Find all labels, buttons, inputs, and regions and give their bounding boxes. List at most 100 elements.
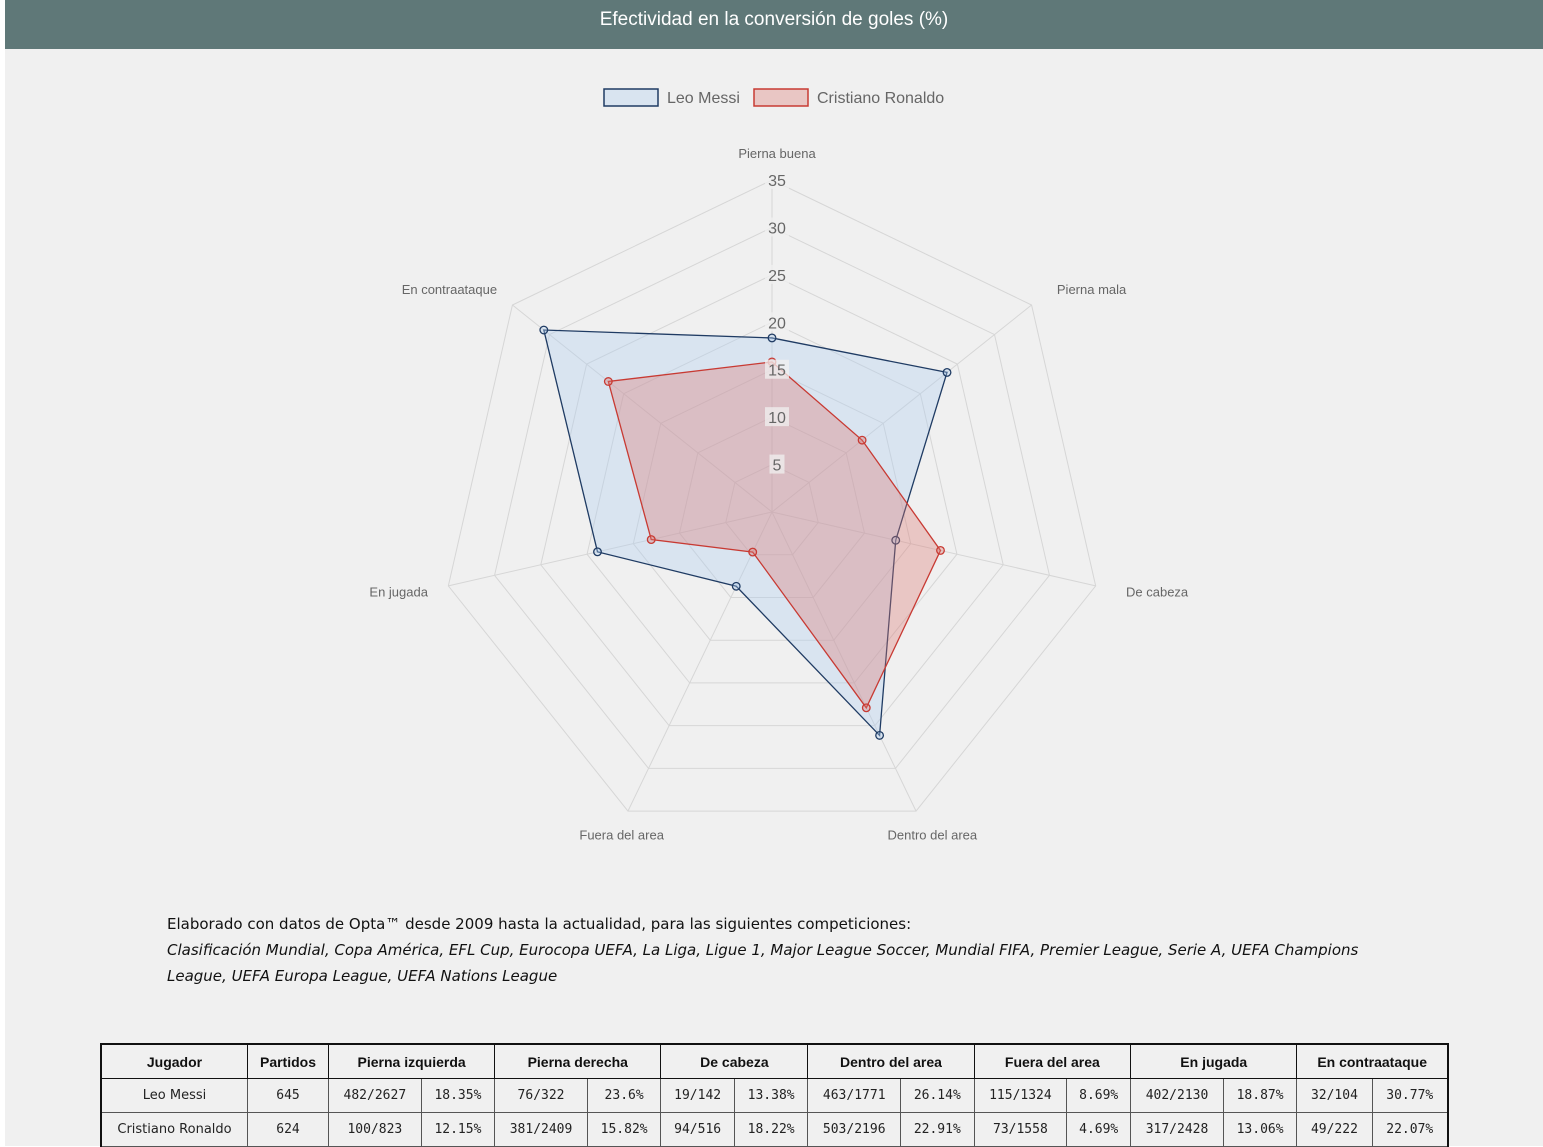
matches: 624 [247, 1112, 329, 1147]
legend-swatch [753, 88, 809, 107]
grid-ring [447, 179, 1097, 812]
note-intro: Elaborado con datos de Opta™ desde 2009 … [167, 915, 912, 933]
axis-label: Dentro del area [888, 828, 978, 843]
axis-spoke [448, 511, 773, 587]
svg-text:20: 20 [768, 315, 786, 332]
table-cell: 18.87% [1222, 1078, 1298, 1113]
table-cell: 12.15% [420, 1112, 496, 1147]
legend-item[interactable]: Leo Messi [603, 88, 740, 107]
note-competitions: Clasificación Mundial, Copa América, EFL… [167, 941, 1359, 985]
grid-ring [632, 369, 912, 641]
table-cell: 26.14% [900, 1078, 975, 1113]
table-cell: 381/2409 [494, 1112, 588, 1147]
legend-swatch [603, 88, 659, 107]
svg-text:15: 15 [768, 363, 786, 380]
table-cell: 503/2196 [807, 1112, 902, 1147]
data-point[interactable] [875, 730, 885, 740]
table-cell: 76/322 [494, 1078, 588, 1113]
data-point[interactable] [861, 703, 871, 713]
data-point[interactable] [942, 367, 952, 377]
data-point[interactable] [857, 435, 867, 445]
series-layer [539, 325, 952, 740]
data-point[interactable] [891, 535, 901, 545]
tick-label: 25 [765, 264, 789, 285]
col-pierna-izquierda: Pierna izquierda [327, 1043, 496, 1079]
table-cell: 49/222 [1296, 1112, 1373, 1147]
axis-spoke [771, 511, 917, 812]
radar-chart: Leo Messi Cristiano Ronaldo 5 10 15 20 25 30 35… [369, 88, 1189, 843]
table-cell: 73/1558 [973, 1112, 1068, 1147]
player-name: Cristiano Ronaldo [100, 1112, 248, 1147]
svg-text:5: 5 [773, 458, 782, 475]
series-area [607, 361, 942, 710]
tick-label: 20 [765, 312, 789, 332]
svg-text:25: 25 [768, 268, 786, 285]
player-name: Leo Messi [100, 1078, 248, 1113]
chart-panel: Efectividad en la conversión de goles (%… [5, 0, 1543, 1147]
table-cell: 13.38% [733, 1078, 809, 1113]
data-point[interactable] [936, 546, 945, 555]
table-cell: 32/104 [1296, 1078, 1373, 1113]
table-cell: 19/142 [660, 1078, 735, 1113]
radial-ticks: 5 10 15 20 25 30 35 [765, 170, 789, 475]
legend-label: Cristiano Ronaldo [817, 90, 944, 107]
legend-item[interactable]: Cristiano Ronaldo [753, 88, 944, 107]
tick-label: 30 [765, 217, 789, 237]
grid-ring [586, 321, 958, 684]
axis-label: Pierna buena [738, 146, 816, 161]
table-cell: 22.07% [1371, 1112, 1449, 1147]
grid-ring [540, 274, 1004, 727]
axis-label: Fuera del area [579, 828, 664, 843]
col-pierna-derecha: Pierna derecha [494, 1043, 662, 1079]
grid-ring [494, 226, 1050, 769]
table-row: Leo Messi 645 482/2627 18.35% 76/322 23.… [100, 1078, 1449, 1113]
matches: 645 [247, 1078, 329, 1113]
svg-text:35: 35 [768, 173, 786, 190]
legend-label: Leo Messi [667, 90, 740, 107]
legend[interactable]: Leo Messi Cristiano Ronaldo [603, 88, 944, 107]
table-cell: 317/2428 [1130, 1112, 1224, 1147]
data-point[interactable] [539, 325, 549, 335]
table-cell: 18.22% [733, 1112, 809, 1147]
data-point[interactable] [646, 535, 656, 545]
table-header-row: Jugador Partidos Pierna izquierda Pierna… [100, 1043, 1450, 1079]
col-dentro-del-area: Dentro del area [807, 1043, 975, 1079]
axis-spoke [512, 304, 773, 513]
axis-label: En contraataque [402, 282, 497, 297]
svg-text:10: 10 [768, 410, 786, 427]
table-cell: 18.35% [420, 1078, 496, 1113]
axis-label: De cabeza [1126, 585, 1189, 600]
table-cell: 22.91% [900, 1112, 975, 1147]
tick-label: 10 [765, 407, 789, 427]
axis-spoke [771, 304, 1032, 513]
col-en-contraataque: En contraataque [1296, 1043, 1450, 1079]
svg-text:30: 30 [768, 220, 786, 237]
grid-ring [725, 464, 819, 556]
table-cell: 463/1771 [807, 1078, 902, 1113]
axis-spoke [627, 511, 773, 812]
table-cell: 100/823 [328, 1112, 422, 1147]
col-de-cabeza: De cabeza [660, 1043, 809, 1079]
col-en-jugada: En jugada [1130, 1043, 1298, 1079]
table-cell: 94/516 [660, 1112, 735, 1147]
data-point[interactable] [748, 547, 758, 557]
table-cell: 4.69% [1066, 1112, 1132, 1147]
data-point[interactable] [593, 547, 602, 557]
series-messi [539, 325, 952, 740]
tick-label: 35 [765, 170, 789, 190]
stats-table: Jugador Partidos Pierna izquierda Pierna… [100, 1043, 1450, 1147]
series-area [542, 329, 948, 737]
table-cell: 30.77% [1371, 1078, 1449, 1113]
axis-label: Pierna mala [1057, 282, 1127, 297]
table-cell: 115/1324 [973, 1078, 1068, 1113]
axis-spoke [771, 511, 1096, 587]
tick-label: 5 [769, 454, 785, 475]
data-point[interactable] [603, 377, 613, 386]
axis-label: En jugada [369, 585, 428, 600]
chart-title: Efectividad en la conversión de goles (%… [5, 0, 1543, 49]
tick-label: 15 [765, 359, 789, 380]
data-point[interactable] [767, 333, 777, 343]
grid-ring [678, 416, 866, 598]
table-cell: 23.6% [586, 1078, 662, 1113]
data-point[interactable] [731, 581, 741, 591]
